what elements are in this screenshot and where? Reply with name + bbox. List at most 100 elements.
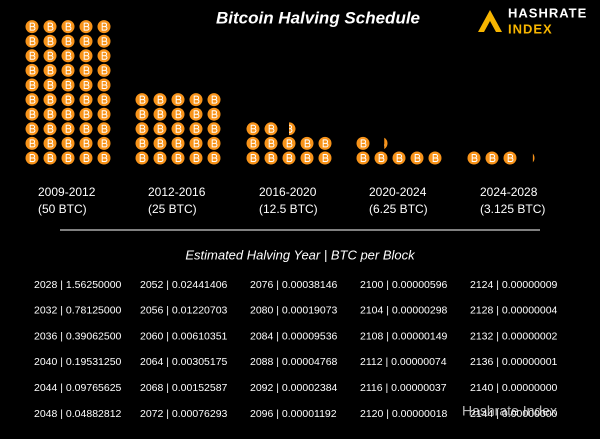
table-cell: 2104 | 0.00000298 <box>360 305 448 317</box>
coin <box>61 20 75 34</box>
coin <box>97 63 111 77</box>
coin <box>97 78 111 92</box>
coin <box>264 122 278 136</box>
reward-label: (3.125 BTC) <box>480 202 545 216</box>
coin <box>97 49 111 63</box>
table-cell: 2048 | 0.04882812 <box>34 408 122 420</box>
coin <box>97 20 111 34</box>
table-cell: 2092 | 0.00002384 <box>250 382 338 394</box>
brand-logo <box>478 10 502 32</box>
coin <box>300 136 314 150</box>
coin <box>300 151 314 165</box>
coin <box>79 107 93 121</box>
table-title: Estimated Halving Year | BTC per Block <box>185 247 416 262</box>
coin <box>97 34 111 48</box>
coin <box>61 63 75 77</box>
coin <box>25 78 39 92</box>
coin <box>25 93 39 107</box>
period-label: 2020-2024 <box>369 185 427 199</box>
coin <box>61 122 75 136</box>
coin <box>153 136 167 150</box>
coin <box>189 107 203 121</box>
coin <box>264 136 278 150</box>
coin <box>207 122 221 136</box>
coin <box>25 20 39 34</box>
table-cell: 2080 | 0.00019073 <box>250 305 338 317</box>
table-cell: 2112 | 0.00000074 <box>360 356 447 368</box>
table-cell: 2120 | 0.00000018 <box>360 408 448 420</box>
coin <box>356 151 370 165</box>
table-cell: 2044 | 0.09765625 <box>34 382 122 394</box>
coin <box>97 136 111 150</box>
coin <box>318 136 332 150</box>
coin <box>25 151 39 165</box>
table-cell: 2052 | 0.02441406 <box>140 279 228 291</box>
coin <box>79 63 93 77</box>
coin <box>43 34 57 48</box>
coin <box>79 78 93 92</box>
coin <box>79 93 93 107</box>
reward-label: (25 BTC) <box>148 202 197 216</box>
table-cell: 2028 | 1.56250000 <box>34 279 122 291</box>
table-cell: 2108 | 0.00000149 <box>360 330 448 342</box>
table-cell: 2144 | 0.00000000 <box>470 408 558 420</box>
coin <box>392 151 406 165</box>
period-label: 2012-2016 <box>148 185 206 199</box>
coin <box>25 63 39 77</box>
table-cell: 2068 | 0.00152587 <box>140 382 228 394</box>
coin <box>135 136 149 150</box>
coin <box>61 136 75 150</box>
coin <box>264 151 278 165</box>
coin <box>61 49 75 63</box>
coin <box>43 107 57 121</box>
coin <box>318 151 332 165</box>
table-cell: 2060 | 0.00610351 <box>140 330 228 342</box>
table-cell: 2128 | 0.00000004 <box>470 305 558 317</box>
coin <box>43 136 57 150</box>
coin <box>171 122 185 136</box>
coin <box>374 151 388 165</box>
coin <box>43 93 57 107</box>
coin <box>153 93 167 107</box>
coin <box>79 49 93 63</box>
coin <box>97 122 111 136</box>
chart-title: Bitcoin Halving Schedule <box>216 8 420 27</box>
coin <box>43 78 57 92</box>
table-cell: 2040 | 0.19531250 <box>34 356 122 368</box>
coin <box>503 151 517 165</box>
coin <box>79 136 93 150</box>
coin <box>282 151 296 165</box>
coin <box>189 93 203 107</box>
table-cell: 2072 | 0.00076293 <box>140 408 228 420</box>
coin <box>207 151 221 165</box>
period-label: 2016-2020 <box>259 185 317 199</box>
coin <box>171 107 185 121</box>
coin <box>428 151 442 165</box>
table-cell: 2116 | 0.00000037 <box>360 382 447 394</box>
coin <box>153 151 167 165</box>
coin <box>43 49 57 63</box>
coin <box>532 153 535 163</box>
coin <box>207 93 221 107</box>
brand-name: HASHRATE <box>508 5 587 20</box>
table-cell: 2036 | 0.39062500 <box>34 330 122 342</box>
table-cell: 2096 | 0.00001192 <box>250 408 337 420</box>
coin <box>246 136 260 150</box>
brand-name: INDEX <box>508 21 553 36</box>
table-cell: 2064 | 0.00305175 <box>140 356 228 368</box>
coin <box>171 151 185 165</box>
coin <box>61 107 75 121</box>
coin <box>384 137 388 150</box>
coin <box>153 122 167 136</box>
table-cell: 2140 | 0.00000000 <box>470 382 558 394</box>
coin <box>289 122 296 136</box>
coin <box>79 34 93 48</box>
table-cell: 2056 | 0.01220703 <box>140 305 228 317</box>
reward-label: (12.5 BTC) <box>259 202 318 216</box>
coin <box>43 20 57 34</box>
coin <box>79 20 93 34</box>
coin <box>410 151 424 165</box>
coin <box>207 107 221 121</box>
table-cell: 2088 | 0.00004768 <box>250 356 338 368</box>
